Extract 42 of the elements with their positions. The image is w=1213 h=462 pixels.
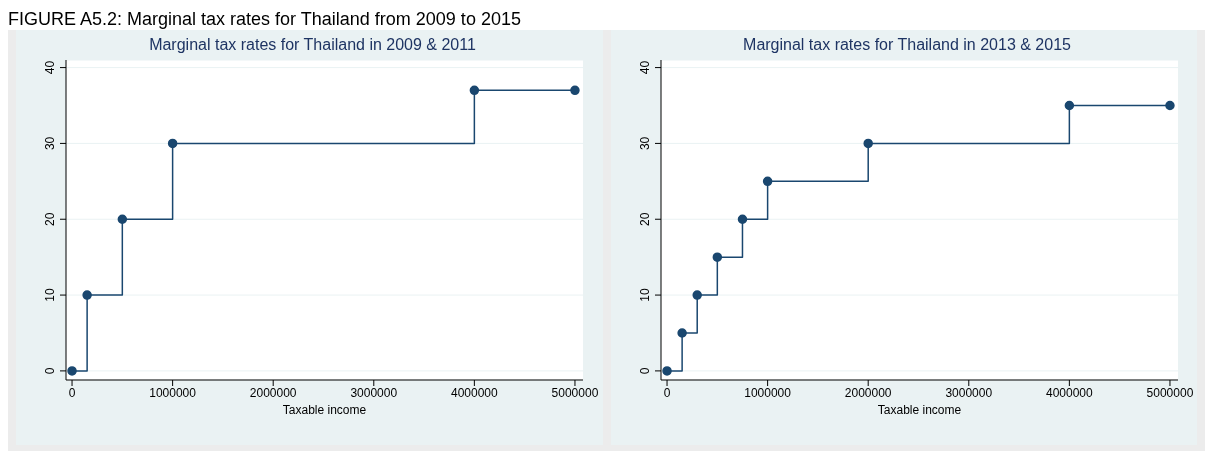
point <box>862 138 873 149</box>
y-tick-label: 0 <box>43 367 57 375</box>
chart-title: Marginal tax rates for Thailand in 2013 & 2015 <box>742 36 1072 54</box>
point <box>737 214 747 224</box>
x-axis-title: Taxable income <box>282 403 367 417</box>
point <box>1064 100 1074 111</box>
y-tick-label: 40 <box>43 60 57 75</box>
point <box>661 366 672 376</box>
y-tick-label: 40 <box>637 60 652 75</box>
x-tick-label: 5000000 <box>1146 385 1194 400</box>
point <box>570 85 580 96</box>
x-tick-label: 5000000 <box>551 385 599 400</box>
point <box>1164 100 1175 111</box>
x-tick-label: 1000000 <box>743 385 791 400</box>
x-tick-label: 2000000 <box>844 385 892 400</box>
point <box>82 290 92 300</box>
y-tick-label: 10 <box>637 288 652 302</box>
y-tick-label: 10 <box>43 288 57 302</box>
x-tick-label: 4000000 <box>451 385 499 400</box>
y-tick-label: 30 <box>637 136 652 151</box>
x-tick-label: 2000000 <box>249 385 297 400</box>
caption: FIGURE A5.2: Marginal tax rates for Thailand from 2009 to 2015 <box>8 8 522 30</box>
y-tick-label: 20 <box>637 212 652 226</box>
point <box>117 214 128 224</box>
point <box>762 176 772 187</box>
point <box>469 85 480 96</box>
x-tick-label: 3000000 <box>350 385 398 400</box>
x-tick-label: 0 <box>68 385 76 400</box>
point <box>167 138 178 149</box>
x-tick-label: 1000000 <box>149 385 197 400</box>
x-tick-label: 3000000 <box>944 385 992 400</box>
point <box>712 252 722 262</box>
y-tick-label: 20 <box>43 212 57 226</box>
y-tick-label: 30 <box>43 136 57 151</box>
point <box>676 328 687 338</box>
x-axis-title: Taxable income <box>877 403 962 417</box>
x-tick-label: 4000000 <box>1045 385 1093 400</box>
chart-title: Marginal tax rates for Thailand in 2009 & 2011 <box>148 36 477 54</box>
point <box>691 290 702 300</box>
y-tick-label: 0 <box>637 367 652 375</box>
point <box>67 366 77 376</box>
x-tick-label: 0 <box>663 385 671 400</box>
